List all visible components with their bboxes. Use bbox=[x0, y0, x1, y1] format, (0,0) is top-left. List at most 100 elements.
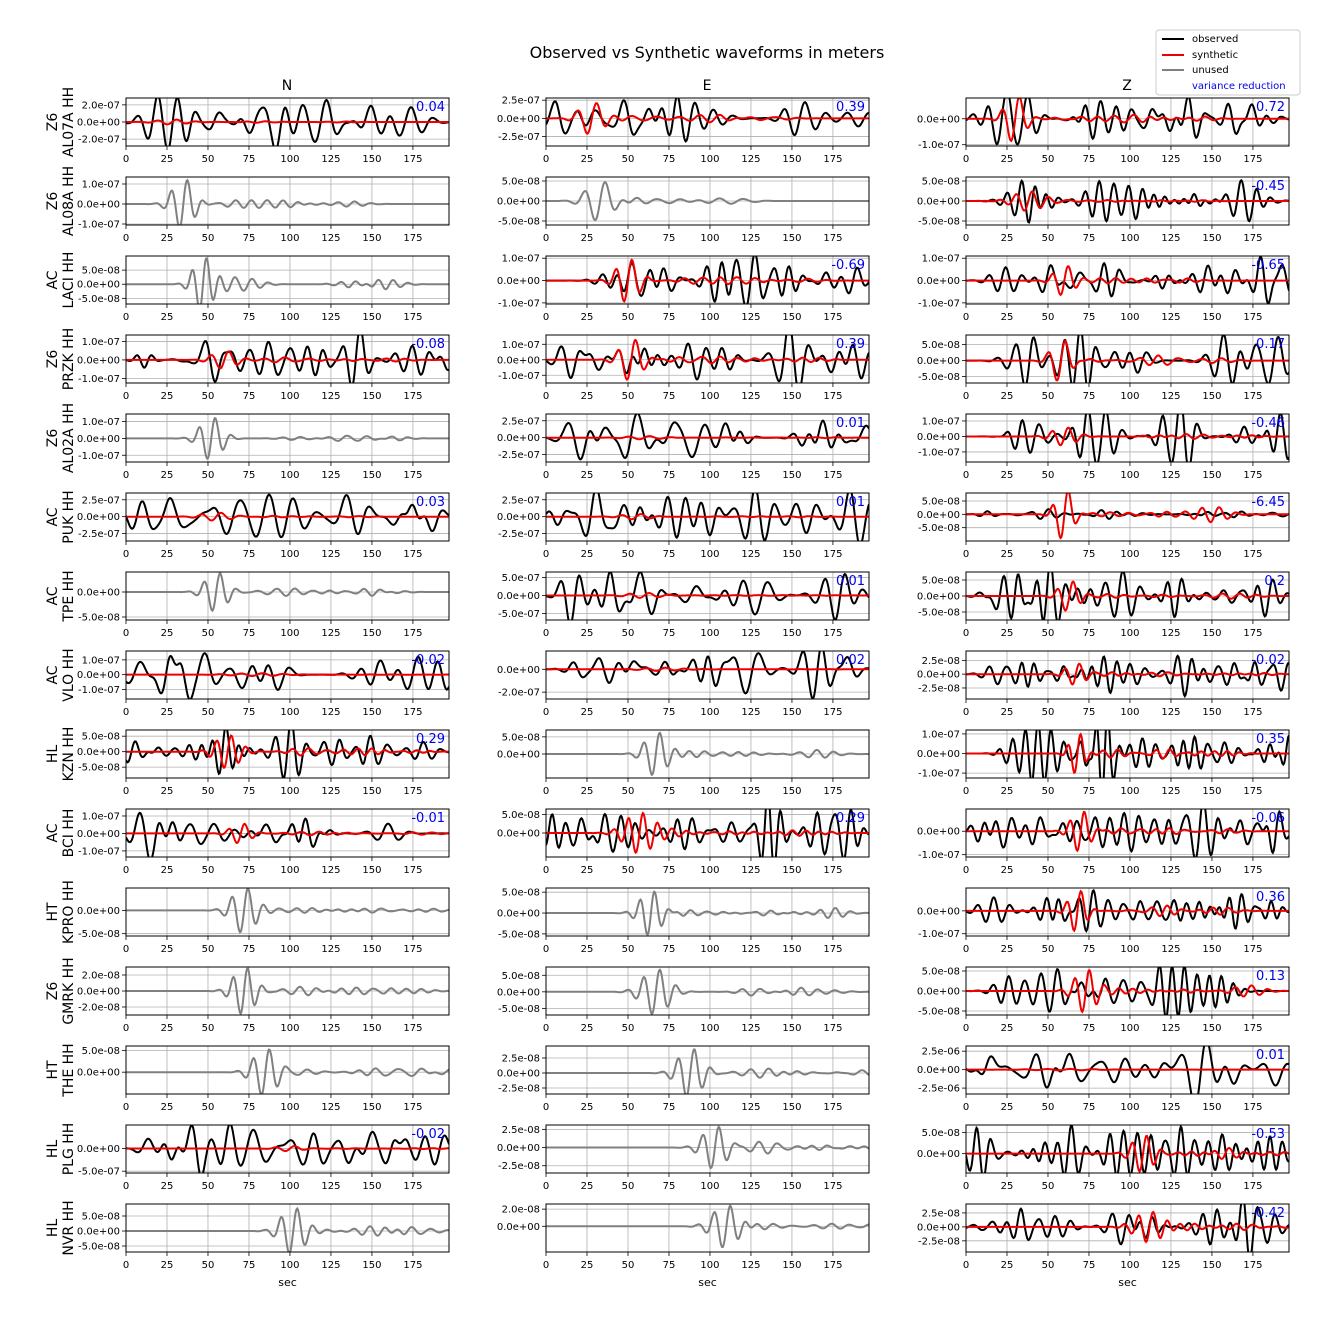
x-tick-label: 50 bbox=[622, 1181, 635, 1192]
x-tick-label: 100 bbox=[700, 1023, 719, 1034]
x-tick-label: 75 bbox=[243, 865, 256, 876]
x-tick-label: 75 bbox=[1083, 312, 1096, 323]
x-ticks: 0 25 50 75 100 125 150 175 bbox=[543, 857, 842, 876]
traces bbox=[126, 730, 449, 778]
unused-trace bbox=[546, 180, 869, 222]
x-tick-label: 100 bbox=[1120, 312, 1139, 323]
panel-z: 0 25 50 75 100 125 150 175 5.0e-08 0.0e+00 -0.53 bbox=[917, 1124, 1290, 1192]
y-ticks: 5.0e-08 0.0e+00 bbox=[77, 1046, 126, 1079]
network-code: Z6 bbox=[45, 113, 61, 132]
observed-trace bbox=[546, 809, 869, 857]
axes-frame bbox=[125, 1045, 450, 1095]
x-tick-label: 150 bbox=[782, 1260, 801, 1271]
x-ticks: 0 25 50 75 100 125 150 175 bbox=[543, 304, 842, 323]
network-code: AC bbox=[45, 586, 61, 605]
y-tick-label: 5.0e-08 bbox=[922, 1128, 960, 1139]
x-ticks: 0 25 50 75 100 125 150 175 bbox=[963, 225, 1262, 244]
variance-reduction-label: -0.53 bbox=[1251, 1127, 1285, 1142]
synthetic-trace bbox=[546, 591, 869, 599]
x-tick-label: 150 bbox=[362, 470, 381, 481]
observed-trace bbox=[966, 1204, 1289, 1252]
station-row: HLKZN HH 0 25 50 75 100 125 150 175 5.0e-08 0.0e+0… bbox=[45, 727, 1290, 797]
traces bbox=[546, 1048, 869, 1094]
observed-trace bbox=[966, 654, 1289, 699]
observed-trace bbox=[546, 651, 869, 699]
x-tick-label: 0 bbox=[123, 628, 129, 639]
variance-reduction-label: 0.39 bbox=[836, 100, 865, 115]
x-tick-label: 125 bbox=[321, 391, 340, 402]
x-tick-label: 50 bbox=[1042, 470, 1055, 481]
x-tick-label: 50 bbox=[1042, 1102, 1055, 1113]
station-row: ACBCI HH 0 25 50 75 100 125 150 175 1.0e-07 0.0e+0… bbox=[45, 808, 1290, 876]
x-tick-label: 50 bbox=[1042, 786, 1055, 797]
synthetic-trace bbox=[546, 666, 869, 672]
station-code: AL02A HH bbox=[61, 403, 77, 473]
synthetic-trace bbox=[966, 265, 1289, 297]
x-ticks: 0 25 50 75 100 125 150 175 bbox=[123, 146, 422, 165]
y-tick-label: -2.0e-08 bbox=[78, 1003, 120, 1014]
x-tick-label: 100 bbox=[700, 549, 719, 560]
x-tick-label: 100 bbox=[700, 154, 719, 165]
panel-z: 0 25 50 75 100 125 150 175 0.0e+00 -1.0e-07 -0.06 bbox=[917, 808, 1290, 876]
x-tick-label: 125 bbox=[321, 628, 340, 639]
panel-e: 0 25 50 75 100 125 150 175 5.0e-08 0.0e+00 0.29 bbox=[497, 808, 870, 876]
x-tick-label: 100 bbox=[280, 628, 299, 639]
x-ticks: 0 25 50 75 100 125 150 175 bbox=[543, 225, 842, 244]
y-tick-label: -2.5e-07 bbox=[498, 132, 540, 143]
y-tick-label: -1.0e-07 bbox=[918, 447, 960, 458]
x-tick-label: 25 bbox=[1001, 1181, 1014, 1192]
panel-n: 0 25 50 75 100 125 150 175 5.0e-08 0.0e+00 -5.0e-0… bbox=[77, 255, 450, 323]
y-tick-label: -5.0e-08 bbox=[498, 217, 540, 228]
panel-e: 0 25 50 75 100 125 150 175 2.5e-08 0.0e+00 -2.5e-0… bbox=[497, 1124, 870, 1192]
station-label: HLPLG HH bbox=[45, 1123, 77, 1176]
axes-frame bbox=[125, 334, 450, 384]
x-tick-label: 25 bbox=[161, 707, 174, 718]
y-tick-label: 0.0e+00 bbox=[77, 1068, 120, 1079]
x-tick-label: 150 bbox=[362, 391, 381, 402]
x-ticks: 0 25 50 75 100 125 150 175 bbox=[543, 1173, 842, 1192]
x-ticks: 0 25 50 75 100 125 150 175 bbox=[123, 462, 422, 481]
x-tick-label: 125 bbox=[741, 391, 760, 402]
y-tick-label: 0.0e+00 bbox=[917, 670, 960, 681]
station-rows: Z6AL07A HH0 25 50 75 100 125 150 1752.0e-070.0e… bbox=[45, 87, 1290, 1289]
traces bbox=[966, 98, 1289, 146]
y-tick-label: -5.0e-08 bbox=[918, 523, 960, 534]
traces bbox=[546, 180, 869, 222]
panel-n: 0 25 50 75 100 125 150 175 1.0e-07 0.0e+00 -1.0e-0… bbox=[77, 650, 450, 718]
y-tick-label: 1.0e-07 bbox=[82, 337, 120, 348]
station-label: Z6AL07A HH bbox=[45, 87, 77, 157]
x-tick-label: 50 bbox=[1042, 549, 1055, 560]
y-tick-label: 0.0e+00 bbox=[77, 829, 120, 840]
x-tick-label: 125 bbox=[741, 628, 760, 639]
synthetic-trace bbox=[126, 1145, 449, 1152]
x-tick-label: 50 bbox=[1042, 944, 1055, 955]
x-tick-label: 100 bbox=[700, 707, 719, 718]
y-ticks: 1.0e-07 0.0e+00 -1.0e-07 bbox=[77, 811, 126, 857]
x-tick-label: 150 bbox=[362, 233, 381, 244]
x-tick-label: 75 bbox=[1083, 944, 1096, 955]
panel-n: 0 25 50 75 100 125 150 175 2.5e-07 0.0e+00 -2.5e-0… bbox=[77, 492, 450, 560]
traces bbox=[546, 98, 869, 143]
x-tick-label: 25 bbox=[1001, 865, 1014, 876]
x-tick-label: 0 bbox=[123, 1181, 129, 1192]
x-tick-label: 50 bbox=[622, 1260, 635, 1271]
traces bbox=[126, 652, 449, 699]
panel-z: 0 25 50 75 100 125 150 175 0.0e+00 -1.0e-07 0.36 bbox=[917, 887, 1290, 955]
y-ticks: 1.0e-07 0.0e+00 -1.0e-07 bbox=[917, 729, 966, 780]
x-ticks: 0 25 50 75 100 125 150 175 bbox=[123, 1094, 422, 1113]
x-tick-label: 50 bbox=[622, 786, 635, 797]
x-tick-label: 100 bbox=[280, 944, 299, 955]
station-label: ACTPE HH bbox=[45, 570, 77, 622]
x-tick-label: 125 bbox=[321, 786, 340, 797]
x-tick-label: 75 bbox=[1083, 1181, 1096, 1192]
y-tick-label: 0.0e+00 bbox=[497, 987, 540, 998]
x-tick-label: 125 bbox=[321, 470, 340, 481]
y-tick-label: 0.0e+00 bbox=[77, 906, 120, 917]
synthetic-trace bbox=[966, 190, 1289, 212]
x-tick-label: 50 bbox=[622, 944, 635, 955]
y-tick-label: 1.0e-07 bbox=[922, 729, 960, 740]
network-code: AC bbox=[45, 823, 61, 842]
unused-trace bbox=[546, 1048, 869, 1094]
panel-n: 0 25 50 75 100 125 150 175 1.0e-07 0.0e+00 -1.0e-0… bbox=[77, 413, 450, 481]
x-tick-label: 25 bbox=[1001, 470, 1014, 481]
